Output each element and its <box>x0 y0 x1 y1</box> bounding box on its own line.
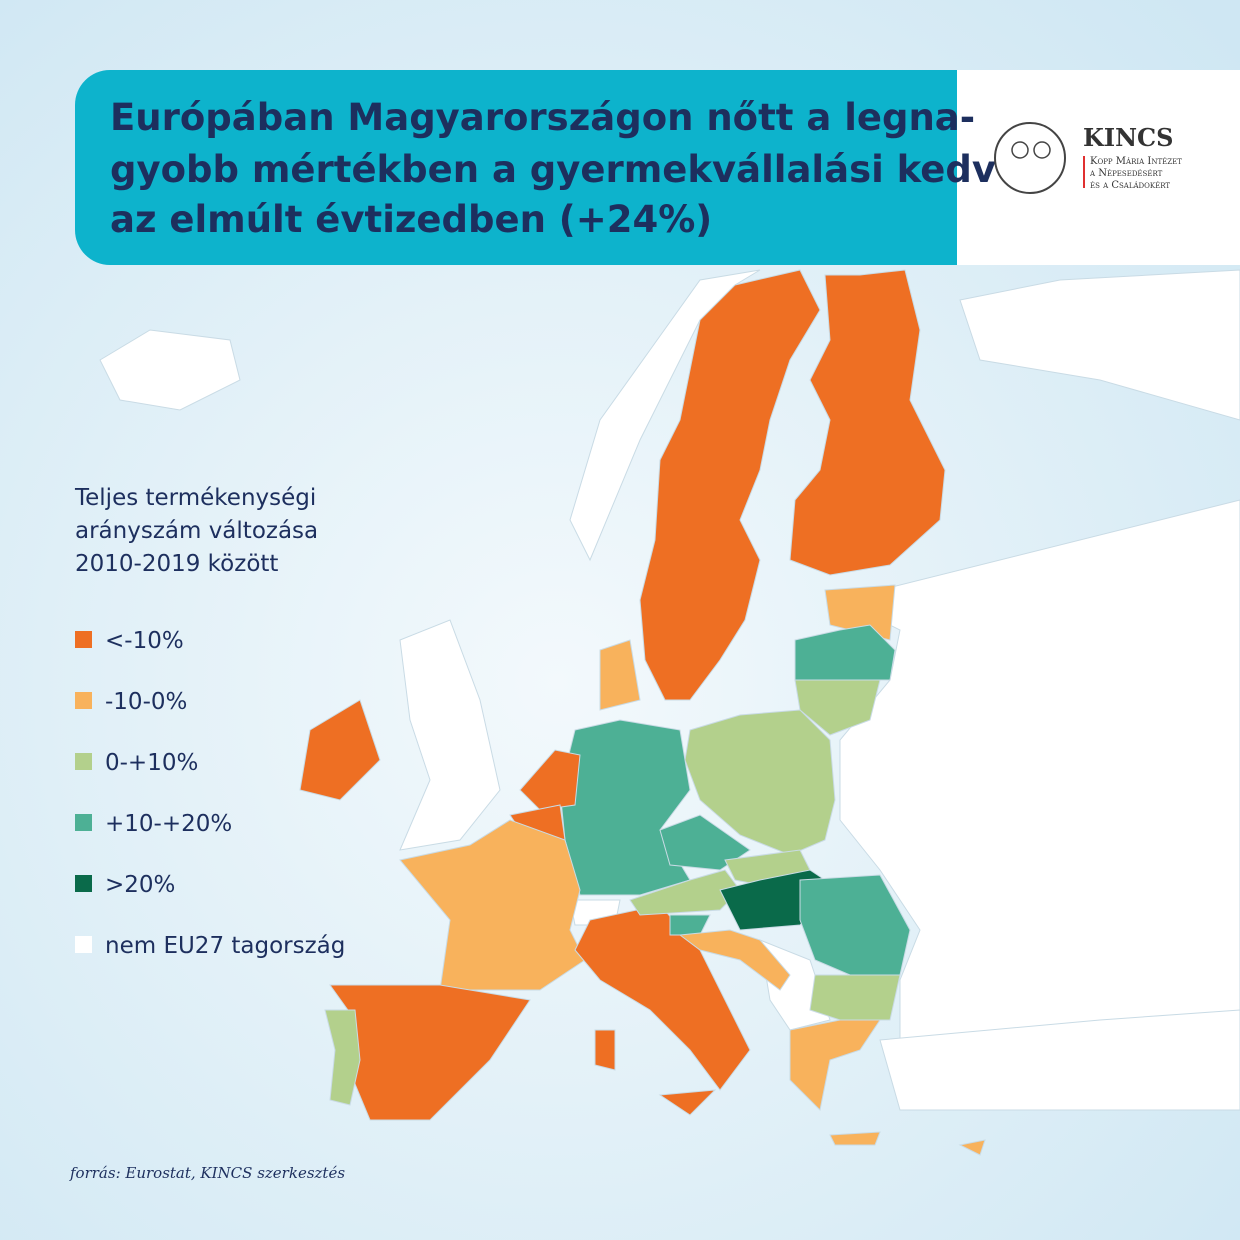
legend-title: 2010-2019 között <box>75 551 278 577</box>
source: forrás: Eurostat, KINCS szerkesztés <box>69 1164 345 1182</box>
logo-line: Kopp Mária Intézet <box>1090 156 1182 167</box>
logo-line: és a Családokért <box>1090 180 1170 191</box>
legend-title: arányszám változása <box>75 518 318 544</box>
country <box>794 679 881 736</box>
legend-swatch <box>75 692 92 709</box>
non-eu-land <box>99 269 1240 1111</box>
country <box>809 974 901 1021</box>
country <box>594 1029 616 1071</box>
logo-bar <box>1083 156 1085 188</box>
title-line: gyobb mértékben a gyermekvállalási kedv <box>110 148 996 191</box>
title-line: az elmúlt évtizedben (+24%) <box>110 198 712 241</box>
turkey <box>879 1009 1240 1111</box>
legend-swatch <box>75 875 92 892</box>
logo-icon <box>1011 141 1029 159</box>
country <box>684 709 836 856</box>
logo-icon <box>994 122 1066 194</box>
eu-countries <box>299 269 986 1156</box>
legend-label: nem EU27 tagország <box>105 933 345 959</box>
legend-label: >20% <box>105 872 175 898</box>
header-box <box>75 70 957 265</box>
legend-swatch <box>75 631 92 648</box>
legend-title: Teljes termékenységi <box>74 485 316 511</box>
country <box>559 719 691 896</box>
country <box>324 1009 361 1106</box>
country <box>678 929 791 991</box>
country <box>829 1131 881 1146</box>
logo-icon <box>1033 141 1051 159</box>
country <box>789 269 946 576</box>
logo-line: a Népesedésért <box>1089 168 1163 179</box>
logo-box <box>957 70 1240 265</box>
east <box>838 499 1240 1101</box>
logo-name: KINCS <box>1083 123 1173 152</box>
uk <box>399 619 501 851</box>
country <box>599 639 641 711</box>
country <box>299 699 381 801</box>
norway <box>569 269 761 562</box>
legend-label: <-10% <box>105 628 184 654</box>
country <box>958 1139 986 1156</box>
legend-label: -10-0% <box>105 689 187 715</box>
country <box>789 1019 881 1112</box>
country <box>824 584 896 641</box>
legend-swatch <box>75 936 92 953</box>
country <box>639 269 821 701</box>
iceland <box>99 329 241 411</box>
legend-label: +10-+20% <box>105 811 232 837</box>
country <box>399 819 586 991</box>
title-line: Európában Magyarországon nőtt a legna- <box>110 96 975 139</box>
legend: Teljes termékenységi arányszám változása… <box>74 485 345 959</box>
legend-label: 0-+10% <box>105 750 198 776</box>
legend-swatch <box>75 814 92 831</box>
logo: KINCS Kopp Mária Intézet a Népesedésért … <box>994 122 1182 194</box>
country <box>519 749 581 811</box>
russia-north <box>959 269 1240 421</box>
legend-swatch <box>75 753 92 770</box>
country <box>658 1089 717 1116</box>
